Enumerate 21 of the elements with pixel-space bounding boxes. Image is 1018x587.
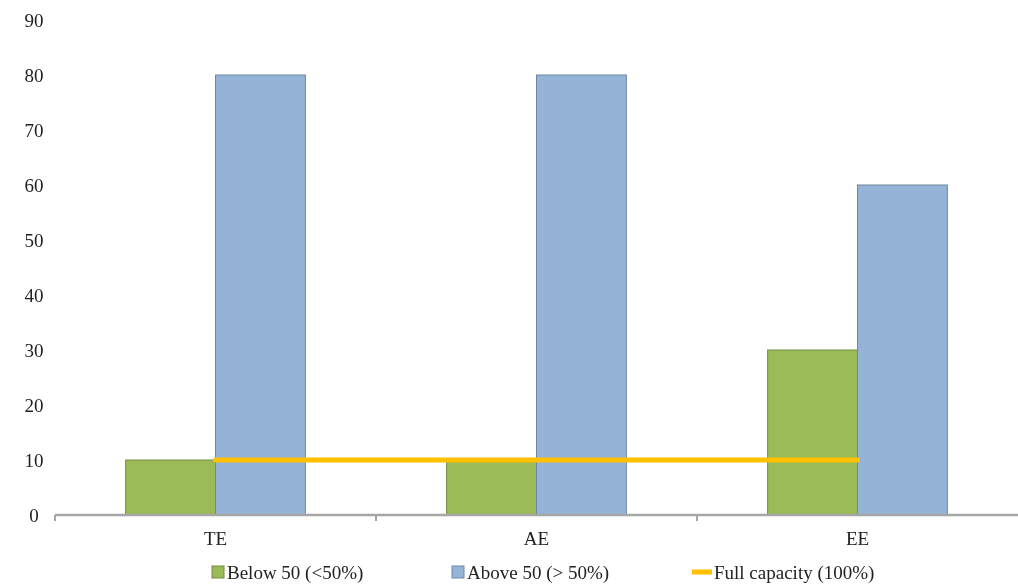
y-tick-label: 40 <box>24 284 44 306</box>
legend-label: Below 50 (<50%) <box>227 561 364 584</box>
bar <box>125 459 216 516</box>
bar <box>536 74 627 516</box>
bar <box>857 184 948 516</box>
y-tick-label: 80 <box>24 64 44 86</box>
y-tick-label: 60 <box>24 174 44 196</box>
y-tick-label: 20 <box>24 394 44 416</box>
y-tick-label: 70 <box>24 119 44 141</box>
y-tick-label: 0 <box>29 504 39 526</box>
x-tick-label: TE <box>203 528 228 549</box>
x-tick-label: EE <box>845 528 870 549</box>
y-tick-label: 30 <box>24 339 44 361</box>
legend-label: Above 50 (> 50%) <box>467 561 610 584</box>
legend-label: Full capacity (100%) <box>714 561 875 584</box>
bar <box>215 74 306 516</box>
y-tick-label: 90 <box>24 9 44 31</box>
y-tick-label: 10 <box>24 449 44 471</box>
y-tick-label: 50 <box>24 229 44 251</box>
bar <box>767 349 858 516</box>
x-tick-label: AE <box>523 528 550 549</box>
